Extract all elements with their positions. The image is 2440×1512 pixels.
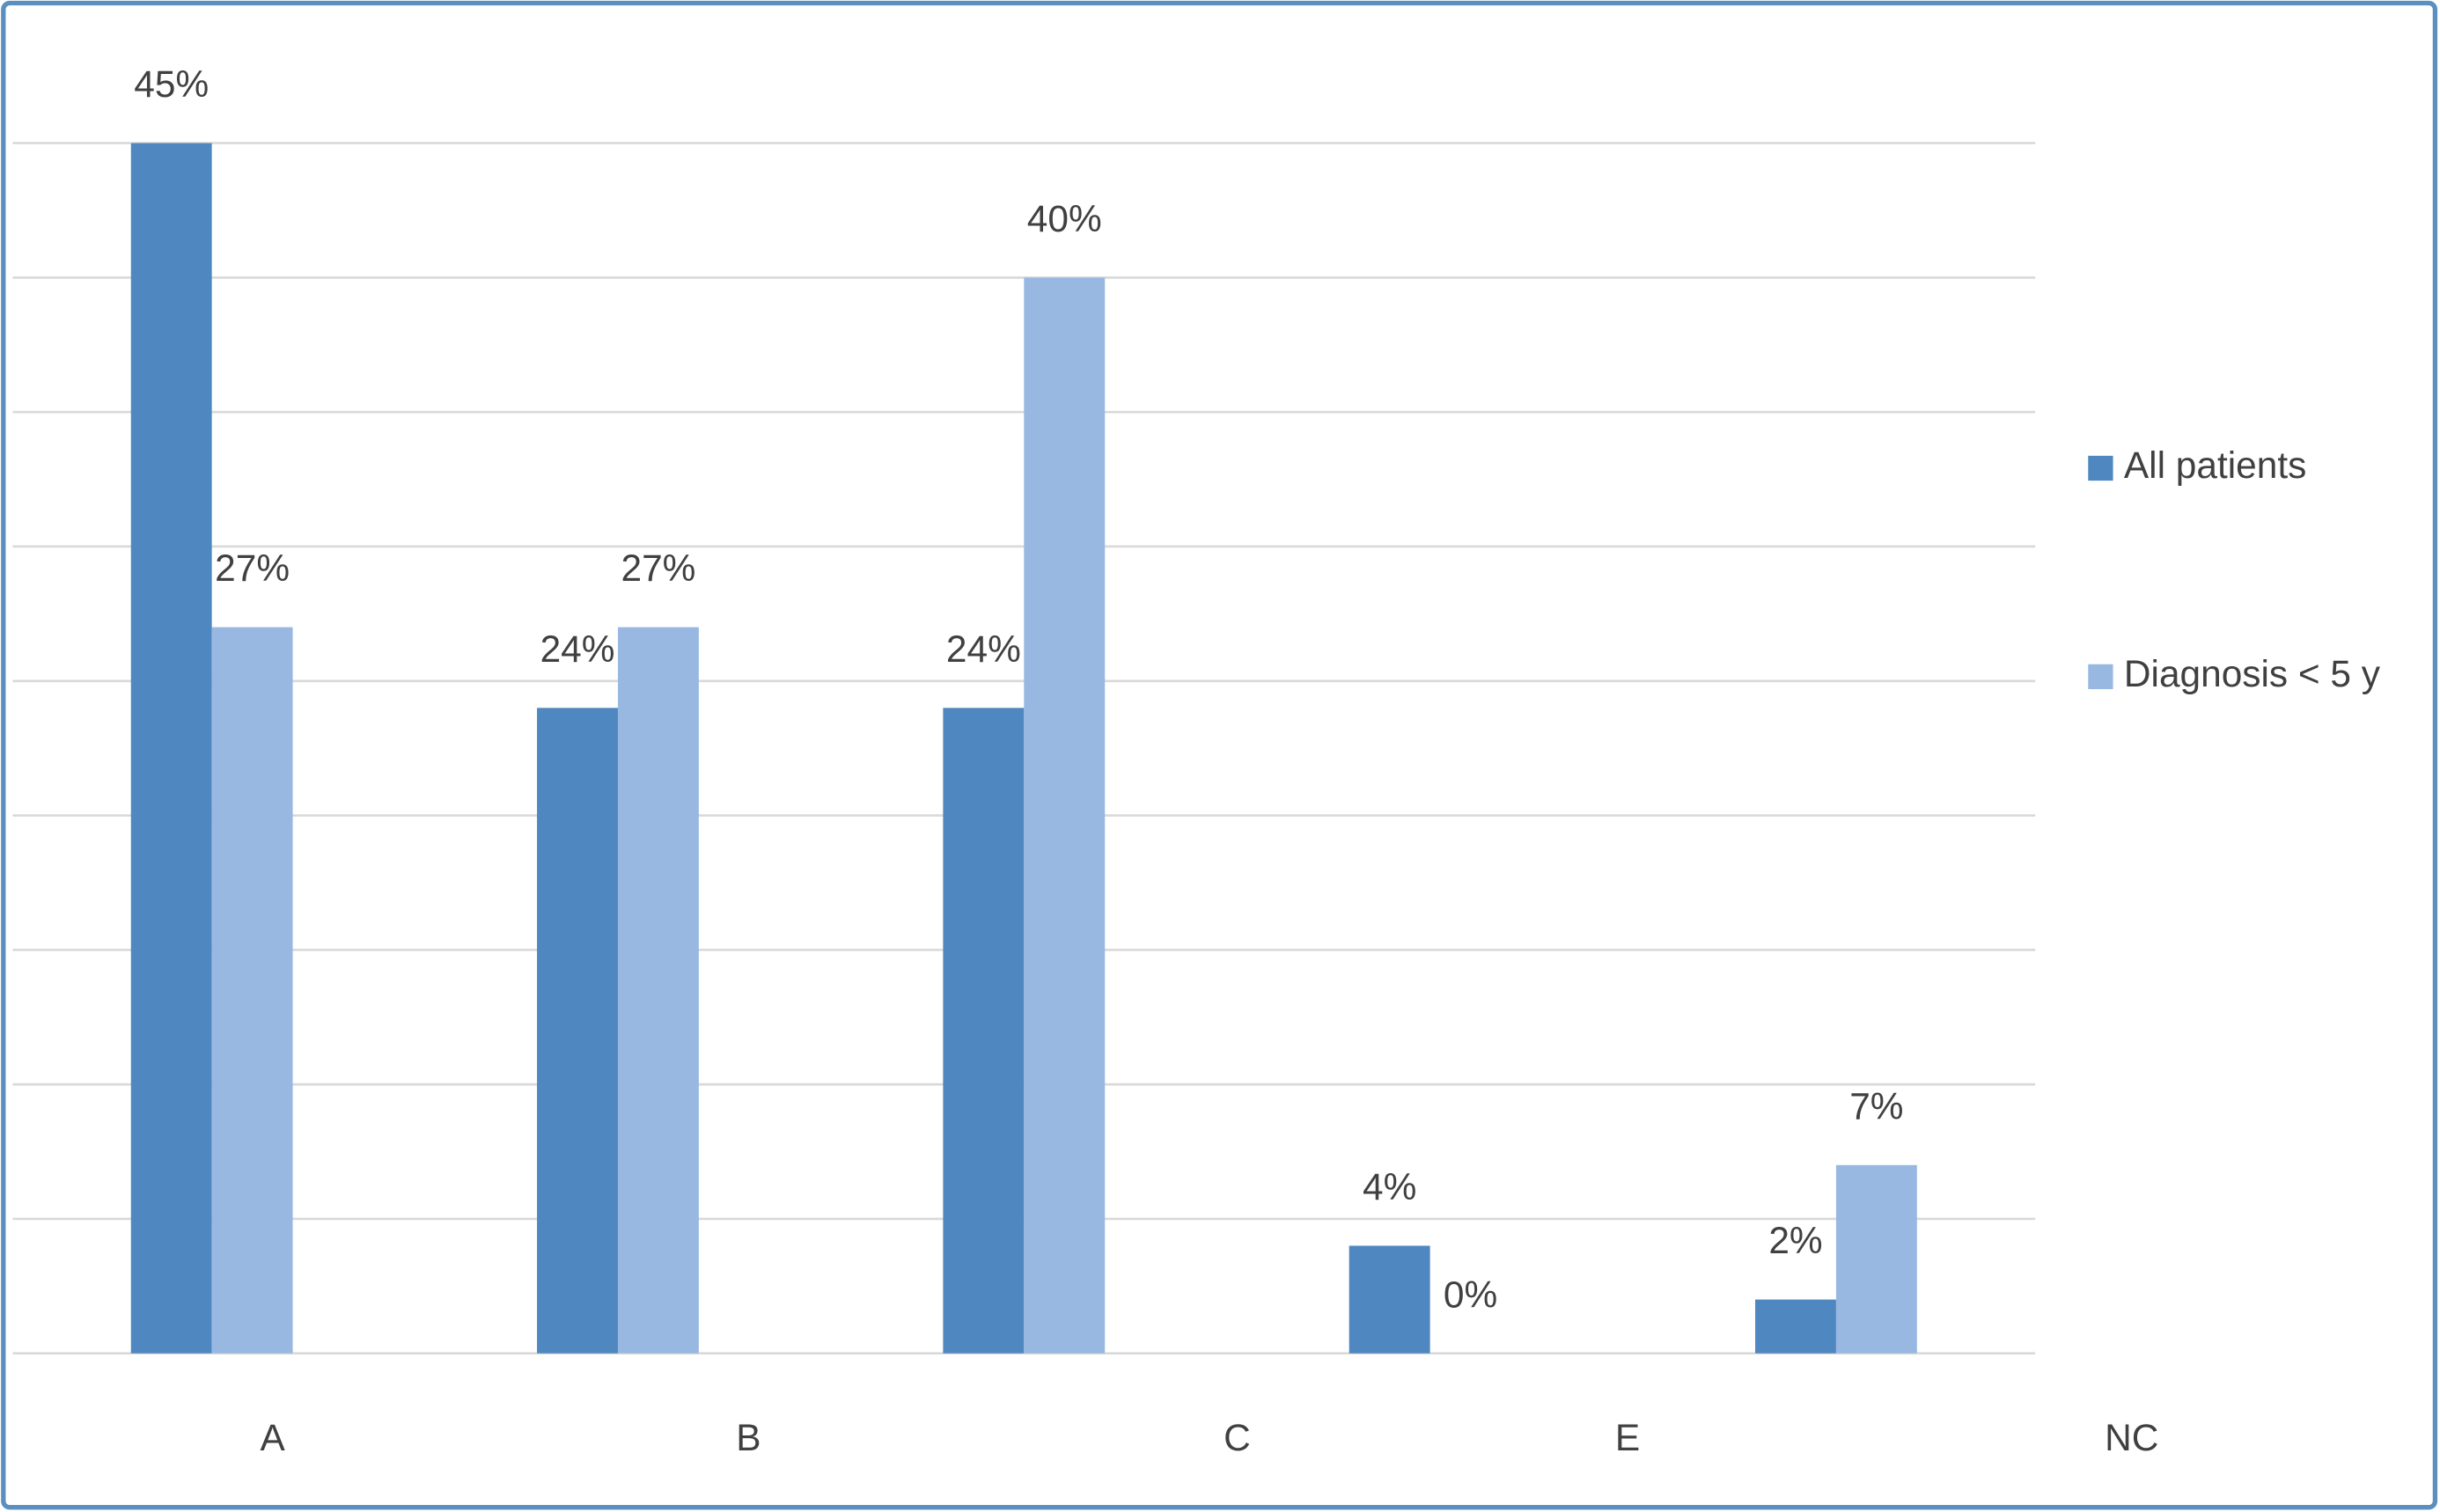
data-label: 2% xyxy=(1768,1220,1822,1261)
data-label: 27% xyxy=(621,547,695,589)
bar xyxy=(1835,1164,1917,1354)
data-label: 24% xyxy=(946,628,1021,670)
bar xyxy=(537,708,618,1354)
data-label: 4% xyxy=(1363,1166,1416,1207)
x-tick-label: A xyxy=(260,1417,285,1458)
data-label: 40% xyxy=(1027,198,1102,239)
legend-label: All patients xyxy=(2124,444,2306,486)
bar xyxy=(1755,1299,1836,1354)
data-label: 45% xyxy=(134,63,209,105)
data-label: 27% xyxy=(215,547,290,589)
legend-label: Diagnosis < 5 y xyxy=(2124,653,2381,694)
bar xyxy=(1349,1245,1430,1354)
x-tick-label: E xyxy=(1615,1417,1640,1458)
legend-swatch xyxy=(2088,664,2113,689)
x-tick-label: NC xyxy=(2105,1417,2158,1458)
bar xyxy=(1024,277,1106,1354)
x-tick-label: B xyxy=(736,1417,761,1458)
data-label: 0% xyxy=(1444,1273,1497,1315)
bar xyxy=(130,143,212,1354)
x-tick-label: C xyxy=(1224,1417,1251,1458)
bar xyxy=(211,627,293,1354)
bar xyxy=(943,708,1025,1354)
bar xyxy=(617,627,699,1354)
data-label: 24% xyxy=(540,628,615,670)
data-label: 7% xyxy=(1849,1085,1903,1127)
legend-swatch xyxy=(2088,455,2113,481)
